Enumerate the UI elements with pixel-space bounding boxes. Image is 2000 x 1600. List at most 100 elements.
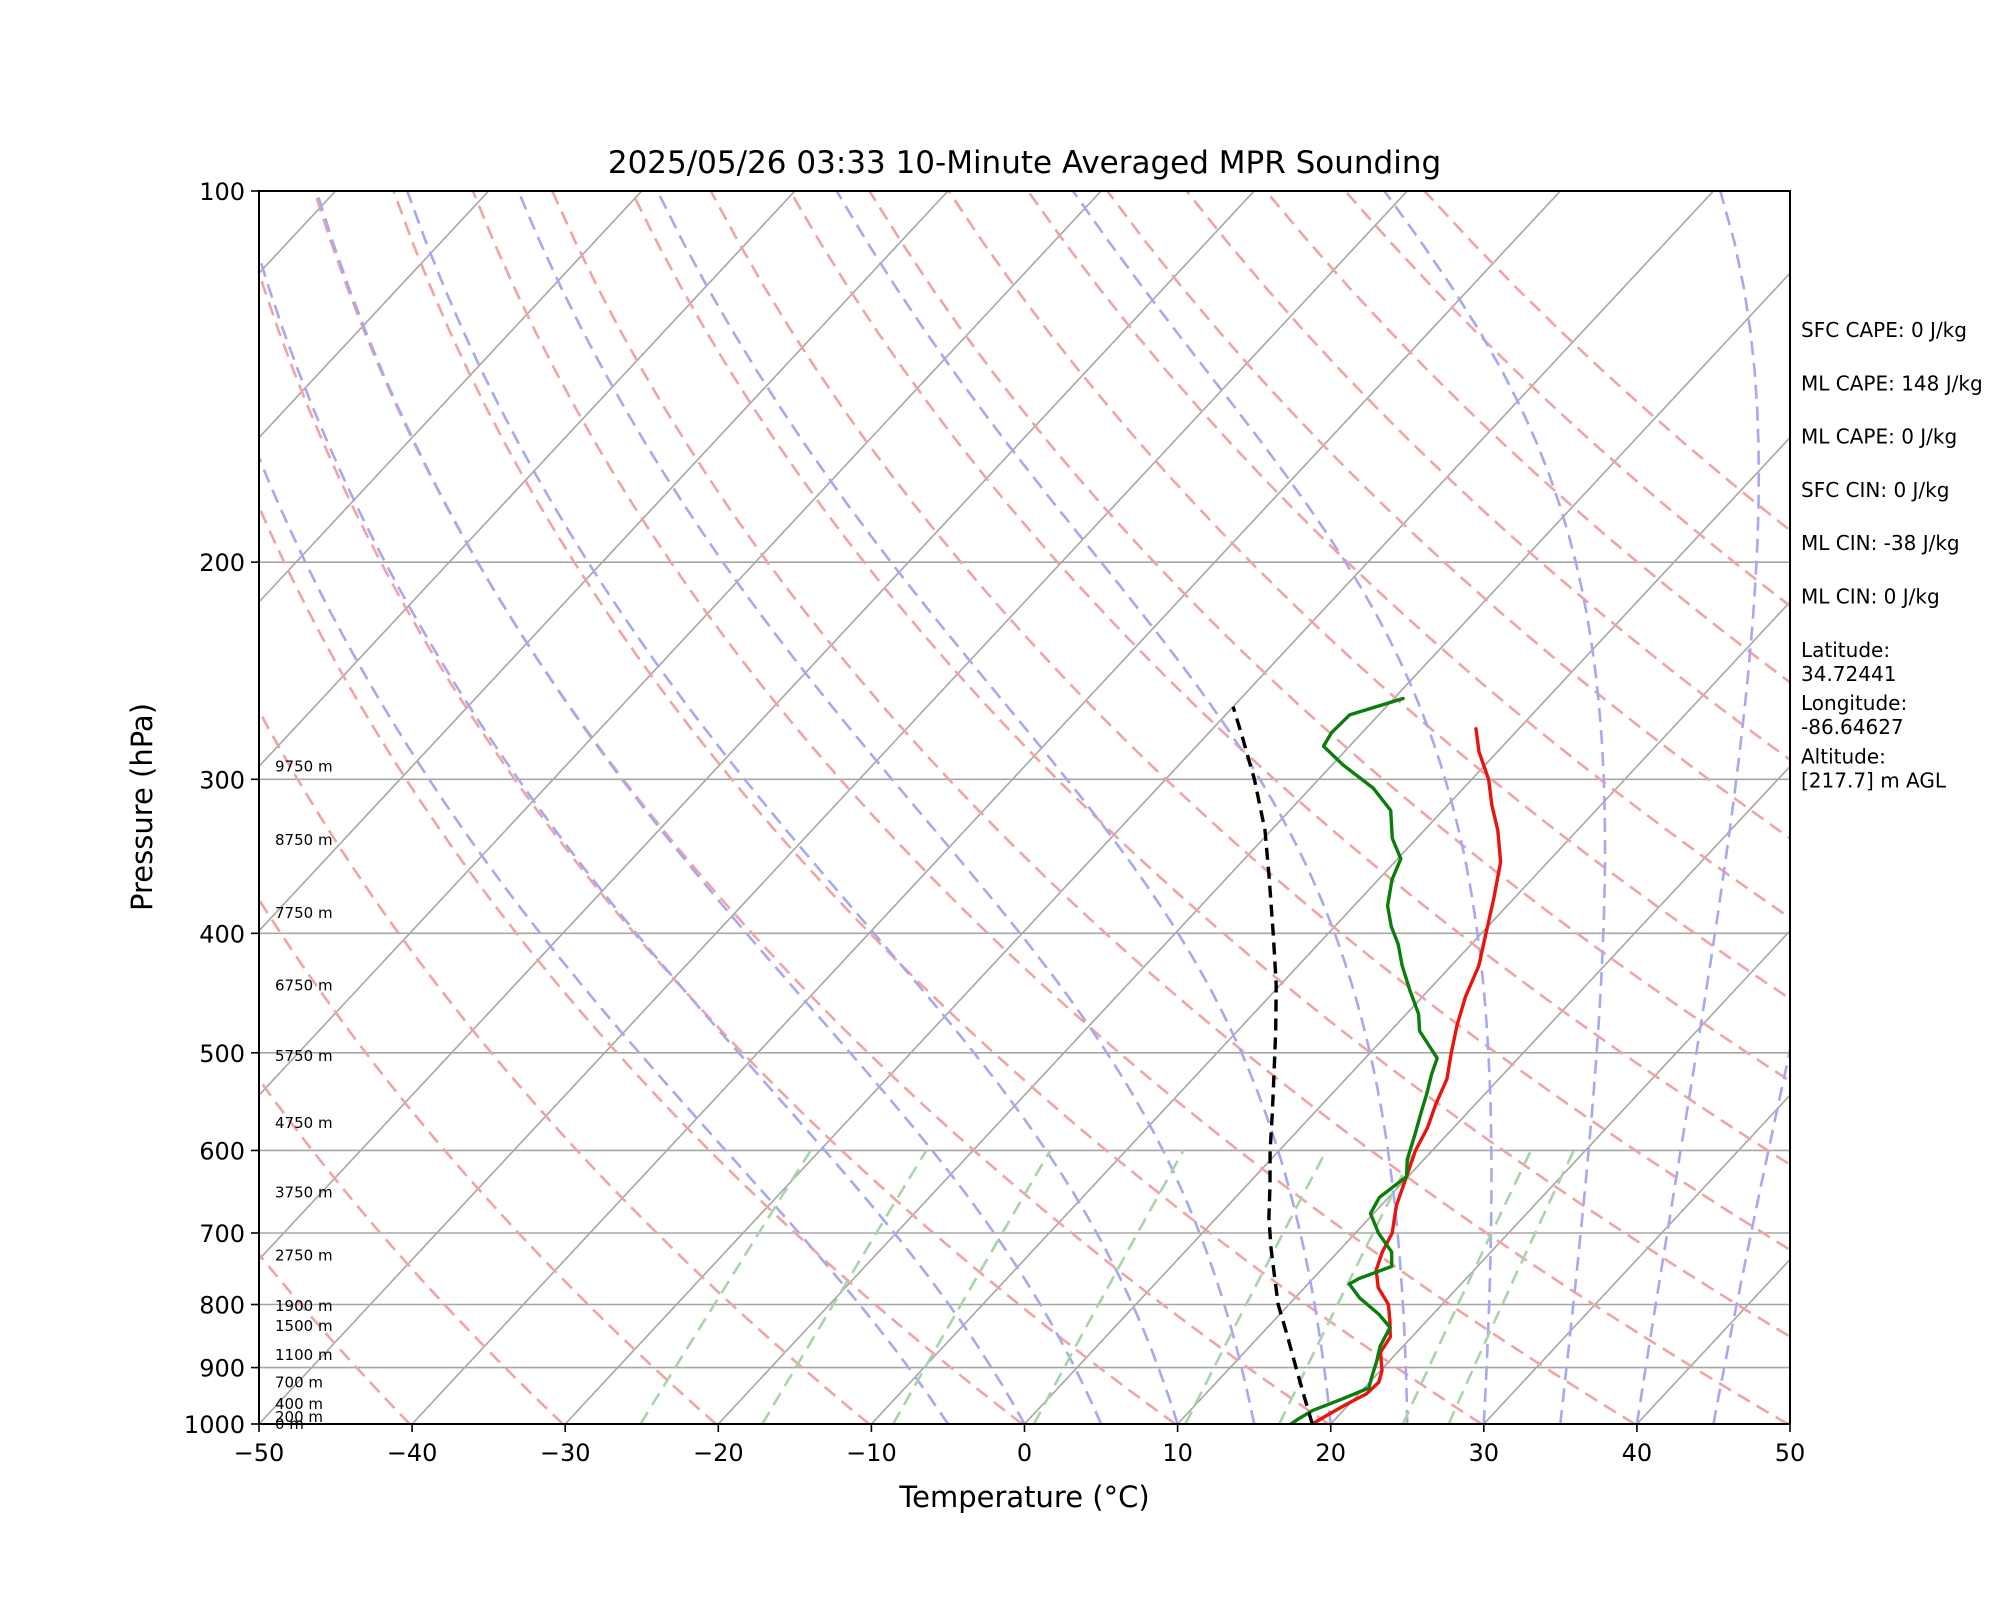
- moist-adiabat-line: [835, 191, 1409, 1424]
- x-tick-label: −50: [234, 1439, 285, 1467]
- isotherm-line: [259, 191, 949, 932]
- height-label: 200 m: [275, 1408, 323, 1426]
- moist-adiabat-line: [259, 251, 1026, 1424]
- y-tick-label: 1000: [184, 1411, 245, 1439]
- isotherm-line: [1177, 765, 1790, 1424]
- height-label: 4750 m: [275, 1114, 333, 1132]
- mixing-ratio-line: [1032, 1149, 1185, 1424]
- info-panel-item: ML CAPE: 148 J/kg: [1801, 371, 1983, 395]
- height-label: 7750 m: [275, 904, 333, 922]
- height-label: 3750 m: [275, 1183, 333, 1201]
- mixing-ratio-line: [891, 1149, 1052, 1424]
- height-label: 8750 m: [275, 831, 333, 849]
- dry-adiabat-line: [259, 897, 717, 1424]
- dry-adiabat-line: [947, 191, 1790, 1001]
- isotherm-line: [1483, 1094, 1790, 1424]
- y-tick-label: 800: [199, 1292, 245, 1320]
- info-panel-item: Altitude: [217.7] m AGL: [1801, 744, 1947, 792]
- background-grid: [259, 191, 1790, 1424]
- mixing-ratio-line: [1184, 1149, 1328, 1424]
- dry-adiabat-line: [1106, 191, 1790, 840]
- moist-adiabat-line: [1071, 191, 1493, 1424]
- isotherm-line: [1023, 600, 1790, 1424]
- x-tick-label: −10: [846, 1439, 897, 1467]
- isotherm-line: [259, 191, 1408, 1424]
- moist-adiabat-line: [1712, 1044, 1790, 1424]
- isotherm-line: [717, 272, 1790, 1424]
- info-panel-item: Latitude: 34.72441: [1801, 638, 1896, 686]
- isotherm-line: [259, 191, 490, 439]
- isotherm-line: [259, 191, 1102, 1097]
- chart-title: 2025/05/26 03:33 10-Minute Averaged MPR …: [608, 145, 1441, 181]
- x-tick-label: 0: [1017, 1439, 1032, 1467]
- x-tick-label: 30: [1469, 1439, 1500, 1467]
- height-label: 9750 m: [275, 758, 333, 776]
- info-panel-item: ML CIN: -38 J/kg: [1801, 531, 1960, 555]
- y-tick-label: 300: [199, 766, 245, 794]
- height-label: 1900 m: [275, 1297, 333, 1315]
- temperature-profile: [1310, 727, 1503, 1424]
- info-panel-item: SFC CAPE: 0 J/kg: [1801, 318, 1967, 342]
- isotherm-line: [259, 191, 643, 604]
- height-label: 400 m: [275, 1395, 323, 1413]
- moist-adiabat-line: [315, 191, 1103, 1424]
- dry-adiabat-line: [259, 1077, 564, 1424]
- dry-adiabat-line: [471, 191, 1636, 1424]
- height-label: 5750 m: [275, 1047, 333, 1065]
- axis-ticks: −50 −40 −30 −20 −10 0 10 20 30 40 50 1000 900 800 700 6…: [184, 178, 1805, 1467]
- x-tick-label: −20: [693, 1439, 744, 1467]
- moist-adiabat-line: [1383, 191, 1607, 1424]
- height-label: 2750 m: [275, 1246, 333, 1264]
- x-axis-title: Temperature (°C): [898, 1480, 1149, 1514]
- mixing-ratio-line: [1278, 1149, 1416, 1424]
- mixing-ratio-line: [761, 1149, 928, 1424]
- x-tick-label: 50: [1775, 1439, 1806, 1467]
- dry-adiabat-line: [259, 1252, 411, 1424]
- y-tick-label: 600: [199, 1137, 245, 1165]
- x-tick-label: 40: [1622, 1439, 1653, 1467]
- dry-adiabat-line: [1185, 191, 1790, 762]
- dry-adiabat-line: [392, 191, 1483, 1424]
- info-panel-item: SFC CIN: 0 J/kg: [1801, 478, 1949, 502]
- isotherm-line: [564, 191, 1715, 1424]
- height-label: 700 m: [275, 1373, 323, 1391]
- y-tick-label: 100: [199, 178, 245, 206]
- y-tick-label: 500: [199, 1040, 245, 1068]
- moist-adiabat-line: [405, 191, 1179, 1424]
- dry-adiabat-line: [1026, 191, 1790, 920]
- y-tick-label: 200: [199, 549, 245, 577]
- x-tick-label: 20: [1315, 1439, 1346, 1467]
- dry-adiabat-line: [630, 191, 1790, 1339]
- height-label: 1100 m: [275, 1346, 333, 1364]
- moist-adiabat-line: [517, 191, 1256, 1424]
- dry-adiabat-line: [259, 503, 1023, 1424]
- y-tick-label: 900: [199, 1355, 245, 1383]
- isotherm-line: [1330, 929, 1790, 1424]
- isotherm-line: [259, 191, 796, 768]
- info-panel-item: ML CAPE: 0 J/kg: [1801, 425, 1957, 449]
- x-tick-label: 10: [1162, 1439, 1193, 1467]
- dry-adiabat-line: [259, 708, 870, 1424]
- info-panel: SFC CAPE: 0 J/kg ML CAPE: 148 J/kg ML CAPE…: [1801, 318, 1983, 792]
- y-tick-label: 400: [199, 920, 245, 948]
- dry-adiabat-line: [868, 191, 1790, 1083]
- moist-adiabat-line: [1635, 191, 1761, 1424]
- info-panel-item: Longitude: -86.64627: [1801, 691, 1907, 739]
- mixing-ratio-line: [639, 1149, 812, 1424]
- dewpoint-profile: [1289, 696, 1439, 1424]
- x-tick-label: −40: [387, 1439, 438, 1467]
- isotherm-line: [259, 191, 1255, 1261]
- isotherm-line: [870, 436, 1790, 1424]
- height-label: 6750 m: [275, 977, 333, 995]
- x-tick-label: −30: [540, 1439, 591, 1467]
- y-tick-label: 700: [199, 1220, 245, 1248]
- height-label: 1500 m: [275, 1317, 333, 1335]
- info-panel-item: ML CIN: 0 J/kg: [1801, 585, 1940, 609]
- dry-adiabat-line: [551, 191, 1789, 1424]
- dry-adiabat-line: [709, 191, 1790, 1252]
- y-axis-title: Pressure (hPa): [125, 703, 159, 911]
- height-label: 0 m: [275, 1415, 304, 1433]
